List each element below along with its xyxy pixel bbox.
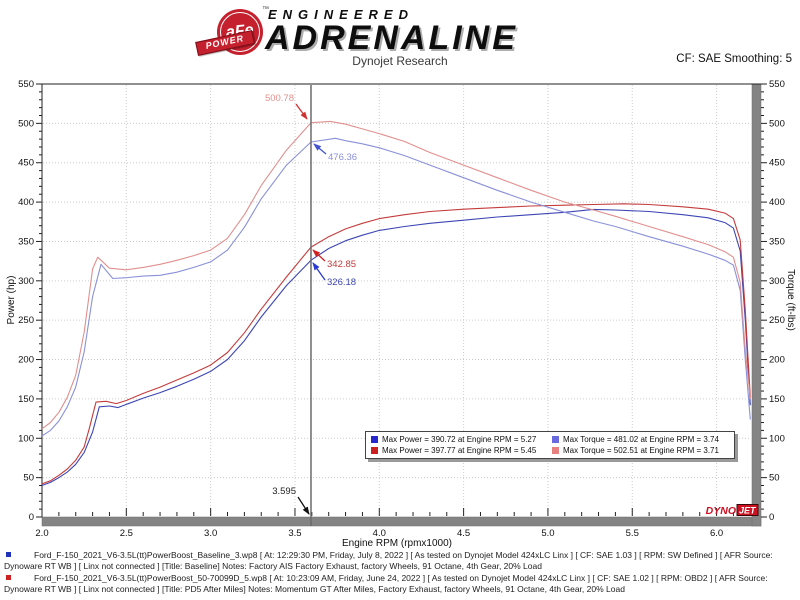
brand-adrenaline: ADRENALINE <box>265 19 518 57</box>
x-tick-label: 2.5 <box>120 528 133 539</box>
annotation-arrow <box>312 262 326 281</box>
y-tick-label-left: 100 <box>18 433 34 444</box>
y-tick-label-left: 300 <box>18 276 34 287</box>
legend-swatch-torque-baseline <box>552 436 559 443</box>
run-info-intake: Ford_F-150_2021_V6-3.5L(tt)PowerBoost_50… <box>4 573 796 594</box>
y-tick-label-right: 300 <box>769 276 785 287</box>
dynojet-logo-jet: JET <box>739 506 757 516</box>
legend-swatch-power-intake <box>371 447 378 454</box>
x-tick-label: 5.5 <box>626 528 639 539</box>
x-tick-label: 4.5 <box>457 528 470 539</box>
y-tick-label-right: 250 <box>769 315 785 326</box>
dynojet-logo-dyno: DYNO <box>706 505 736 517</box>
y-tick-label-left: 550 <box>18 79 34 90</box>
curve-torque-intake <box>41 120 751 430</box>
y-tick-label-right: 450 <box>769 158 785 169</box>
y-axis-label-left: Power (hp) <box>6 276 17 325</box>
axis-band-right <box>751 83 762 527</box>
annotation-arrow <box>295 103 308 120</box>
annotation-arrow <box>297 496 310 515</box>
y-axis-label-right: Torque (ft-lbs) <box>785 269 796 331</box>
run-info-footer: Ford_F-150_2021_V6-3.5L(tt)PowerBoost_Ba… <box>4 550 796 596</box>
annotation-label: 500.78 <box>265 93 294 104</box>
run-text: Ford_F-150_2021_V6-3.5L(tt)PowerBoost_Ba… <box>4 550 773 571</box>
y-tick-label-left: 150 <box>18 394 34 405</box>
annotation-label: 342.85 <box>327 259 356 270</box>
y-tick-label-left: 200 <box>18 355 34 366</box>
legend-label: Max Power = 397.77 at Engine RPM = 5.45 <box>382 446 537 455</box>
y-tick-label-right: 400 <box>769 197 785 208</box>
x-tick-label: 4.0 <box>373 528 386 539</box>
y-tick-label-left: 450 <box>18 158 34 169</box>
y-tick-label-right: 550 <box>769 79 785 90</box>
afe-logo-ring <box>220 12 260 52</box>
legend-swatch-torque-intake <box>552 447 559 454</box>
y-tick-label-right: 100 <box>769 433 785 444</box>
y-tick-label-right: 350 <box>769 236 785 247</box>
legend: Max Power = 390.72 at Engine RPM = 5.27 … <box>365 431 735 459</box>
annotation-label: 326.18 <box>327 277 356 288</box>
dynojet-logo-box <box>736 504 759 516</box>
dynojet-logo: DYNO JET <box>706 504 759 517</box>
legend-label: Max Torque = 502.51 at Engine RPM = 3.71 <box>563 446 719 455</box>
run-bullet-baseline <box>6 552 11 557</box>
smoothing-setting: CF: SAE Smoothing: 5 <box>676 53 792 65</box>
y-tick-label-right: 500 <box>769 118 785 129</box>
y-tick-label-left: 0 <box>29 512 34 523</box>
page-title: Dynojet Research <box>352 54 448 68</box>
x-tick-label: 2.0 <box>35 528 48 539</box>
trademark-symbol: ™ <box>262 6 269 13</box>
axis-band-bottom <box>41 516 762 527</box>
legend-item-max-power-intake: Max Power = 397.77 at Engine RPM = 5.45 <box>371 446 552 455</box>
x-tick-label: 5.0 <box>541 528 554 539</box>
y-tick-label-left: 500 <box>18 118 34 129</box>
legend-item-max-torque-baseline: Max Torque = 481.02 at Engine RPM = 3.74 <box>552 435 733 444</box>
legend-label: Max Power = 390.72 at Engine RPM = 5.27 <box>382 435 537 444</box>
y-tick-label-left: 400 <box>18 197 34 208</box>
y-tick-label-left: 50 <box>23 473 34 484</box>
y-tick-label-right: 50 <box>769 473 780 484</box>
y-tick-label-right: 0 <box>769 512 774 523</box>
x-tick-label: 6.0 <box>710 528 723 539</box>
x-axis-label: Engine RPM (rpmx1000) <box>342 538 452 549</box>
brand-engineered: ENGINEERED <box>268 7 414 22</box>
y-tick-label-left: 250 <box>18 315 34 326</box>
chart-generated-layer: 2.0 2.5 3.0 3.5 4.0 4.5 5.0 5.5 6.0 0 0 50 50 100 100 1… <box>18 79 785 539</box>
run-text: Ford_F-150_2021_V6-3.5L(tt)PowerBoost_50… <box>4 573 768 594</box>
y-tick-label-left: 350 <box>18 236 34 247</box>
y-tick-label-right: 150 <box>769 394 785 405</box>
y-tick-label-right: 200 <box>769 355 785 366</box>
annotation-arrow <box>312 249 326 262</box>
annotation-label: 3.595 <box>272 486 296 497</box>
x-tick-label: 3.0 <box>204 528 217 539</box>
legend-item-max-power-baseline: Max Power = 390.72 at Engine RPM = 5.27 <box>371 435 552 444</box>
run-info-baseline: Ford_F-150_2021_V6-3.5L(tt)PowerBoost_Ba… <box>4 550 796 571</box>
legend-swatch-power-baseline <box>371 436 378 443</box>
legend-label: Max Torque = 481.02 at Engine RPM = 3.74 <box>563 435 719 444</box>
curve-torque-baseline <box>41 137 751 437</box>
annotation-label: 476.36 <box>328 152 357 163</box>
run-bullet-intake <box>6 575 11 580</box>
legend-item-max-torque-intake: Max Torque = 502.51 at Engine RPM = 3.71 <box>552 446 733 455</box>
annotation-arrow <box>313 143 327 155</box>
x-tick-label: 3.5 <box>288 528 301 539</box>
